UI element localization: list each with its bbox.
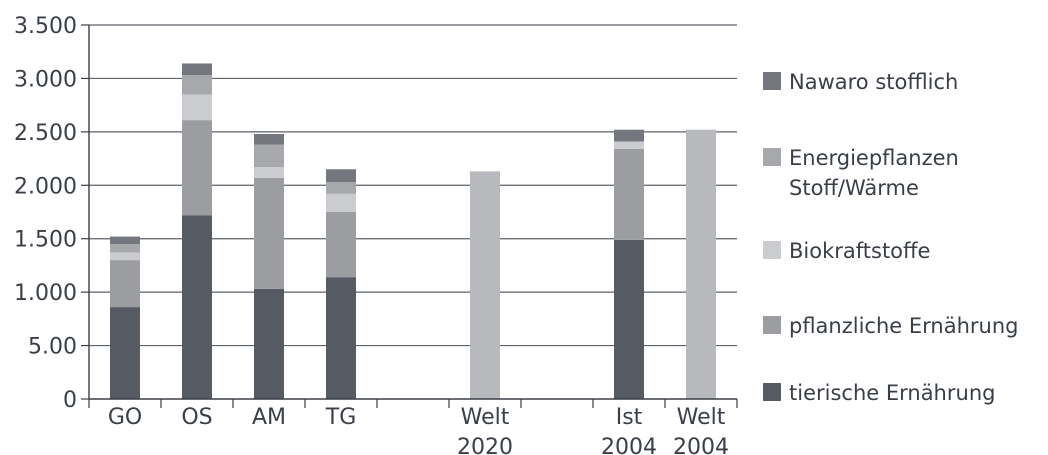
x-tick-label: 2004: [673, 435, 729, 455]
x-tick-label: OS: [181, 405, 212, 430]
bar-segment-nawaro-stofflich: [326, 169, 356, 183]
legend-swatch: [763, 316, 781, 334]
x-tick-label: Welt: [461, 405, 510, 430]
bar-segment-pflanzliche-ernaehrung: [326, 212, 356, 278]
bar-segment-total: [470, 171, 500, 399]
bar-segment-biokraftstoffe: [326, 193, 356, 212]
legend-label: Nawaro stofflich: [789, 70, 958, 94]
y-tick-label: 0: [63, 388, 77, 413]
bar-segment-energiepflanzen-stoff-waerme: [326, 182, 356, 194]
legend-swatch: [763, 383, 781, 401]
bar-segment-pflanzliche-ernaehrung: [614, 148, 644, 240]
y-tick-label: 3.500: [14, 14, 77, 39]
bar-segment-energiepflanzen-stoff-waerme: [254, 144, 284, 168]
bar-segment-tierische-ernaehrung: [110, 307, 140, 399]
bar-segment-energiepflanzen-stoff-waerme: [110, 244, 140, 253]
y-tick-label: 5.00: [28, 335, 77, 360]
legend-swatch: [763, 148, 781, 166]
legend-swatch: [763, 241, 781, 259]
x-tick-label: GO: [108, 405, 142, 430]
x-tick-label: Ist: [616, 405, 643, 430]
bar-segment-tierische-ernaehrung: [182, 215, 212, 399]
axes: [81, 24, 738, 408]
bar-segment-pflanzliche-ernaehrung: [182, 120, 212, 216]
bar-segment-nawaro-stofflich: [110, 236, 140, 245]
y-tick-label: 2.000: [14, 174, 77, 199]
bar-segment-tierische-ernaehrung: [614, 239, 644, 399]
bar-segment-nawaro-stofflich: [254, 133, 284, 145]
bars: [110, 63, 716, 399]
bar-segment-total: [686, 129, 716, 399]
legend: Nawaro stofflich Energiepflanzen Stoff/Wär…: [763, 70, 1018, 405]
y-tick-label: 1.000: [14, 281, 77, 306]
bar-segment-energiepflanzen-stoff-waerme: [182, 75, 212, 95]
bar-segment-tierische-ernaehrung: [254, 288, 284, 399]
x-tick-label: 2004: [601, 435, 657, 455]
legend-label: Energiepflanzen: [789, 146, 959, 170]
x-tick-label: Welt: [677, 405, 726, 430]
legend-label: tierische Ernährung: [789, 381, 995, 405]
x-tick-label: 2020: [457, 435, 513, 455]
bar-segment-pflanzliche-ernaehrung: [254, 177, 284, 289]
bar-segment-tierische-ernaehrung: [326, 277, 356, 399]
x-tick-label: AM: [252, 405, 286, 430]
legend-label: pflanzliche Ernährung: [789, 314, 1018, 338]
y-tick-label: 3.000: [14, 67, 77, 92]
x-tick-label: TG: [325, 405, 357, 430]
bar-segment-nawaro-stofflich: [182, 63, 212, 76]
y-tick-labels: 0 5.00 1.000 1.500 2.000 2.500 3.000 3.500: [14, 14, 77, 413]
bar-segment-biokraftstoffe: [110, 252, 140, 261]
legend-label: Biokraftstoffe: [789, 239, 930, 263]
x-category-labels: GO OS AM TG Welt 2020 Ist 2004 Welt 2004: [108, 405, 729, 455]
bar-segment-biokraftstoffe: [614, 141, 644, 149]
legend-label: Stoff/Wärme: [789, 176, 919, 200]
bar-segment-biokraftstoffe: [254, 167, 284, 178]
bar-segment-nawaro-stofflich: [614, 129, 644, 142]
bar-segment-biokraftstoffe: [182, 94, 212, 121]
y-tick-label: 1.500: [14, 228, 77, 253]
bar-segment-pflanzliche-ernaehrung: [110, 260, 140, 308]
y-tick-label: 2.500: [14, 121, 77, 146]
legend-swatch: [763, 72, 781, 90]
